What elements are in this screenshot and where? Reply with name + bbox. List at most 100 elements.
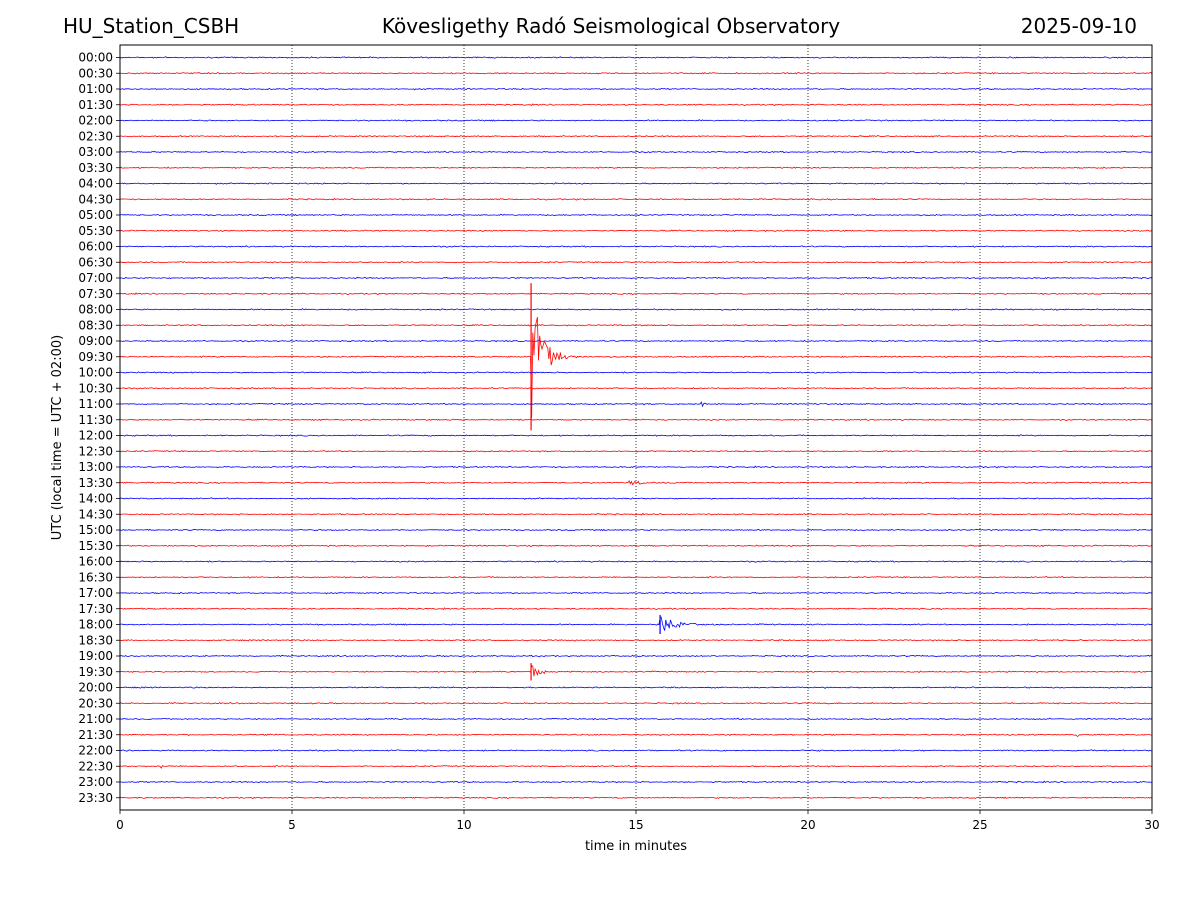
trace-1430: [119, 512, 1153, 516]
x-tick-label: 15: [628, 818, 643, 832]
trace-1830: [119, 638, 1153, 642]
trace-1030: [119, 387, 1153, 390]
trace-0430: [119, 197, 1153, 201]
trace-0400: [120, 182, 1153, 185]
y-tick-label: 02:00: [78, 114, 113, 128]
y-tick-label: 11:00: [78, 397, 113, 411]
trace-2200: [119, 749, 1153, 752]
trace-0930: [119, 316, 1153, 418]
trace-1630: [119, 576, 1153, 579]
y-tick-label: 14:30: [78, 507, 113, 521]
trace-1400: [119, 497, 1153, 500]
y-tick-label: 02:30: [78, 129, 113, 143]
y-tick-label: 18:00: [78, 618, 113, 632]
y-tick-label: 11:30: [78, 413, 113, 427]
y-tick-label: 22:30: [78, 759, 113, 773]
trace-1600: [119, 560, 1153, 563]
trace-0230: [119, 135, 1153, 138]
y-tick-label: 12:00: [78, 429, 113, 443]
trace-0900: [119, 339, 1153, 343]
y-tick-label: 23:30: [78, 791, 113, 805]
y-tick-label: 15:00: [78, 523, 113, 537]
station-name: HU_Station_CSBH: [63, 14, 240, 38]
y-tick-label: 23:00: [78, 775, 113, 789]
y-tick-label: 09:30: [78, 350, 113, 364]
y-tick-label: 10:30: [78, 381, 113, 395]
y-tick-label: 18:30: [78, 633, 113, 647]
x-tick-label: 10: [456, 818, 471, 832]
trace-0000: [119, 56, 1153, 59]
chart-title: Kövesligethy Radó Seismological Observat…: [381, 14, 841, 38]
y-tick-label: 05:30: [78, 224, 113, 238]
x-tick-label: 20: [800, 818, 815, 832]
trace-0600: [119, 245, 1153, 248]
y-tick-label: 05:00: [78, 208, 113, 222]
grid-lines: [291, 45, 981, 810]
y-tick-label: 04:00: [78, 177, 113, 191]
trace-1700: [119, 591, 1153, 595]
y-axis-label: UTC (local time = UTC + 02:00): [50, 335, 65, 540]
y-tick-label: 09:00: [78, 334, 113, 348]
trace-1200: [119, 434, 1153, 437]
y-tick-label: 16:30: [78, 570, 113, 584]
trace-0200: [119, 119, 1153, 122]
trace-1330: [119, 480, 1153, 486]
trace-0830: [119, 324, 1153, 327]
y-tick-label: 07:30: [78, 287, 113, 301]
trace-1130: [119, 418, 1153, 422]
x-tick-label: 0: [116, 818, 124, 832]
trace-1000: [119, 371, 1153, 374]
trace-0130: [119, 103, 1153, 107]
y-tick-label: 03:00: [78, 145, 113, 159]
trace-0800: [119, 308, 1153, 311]
y-tick-label: 06:30: [78, 255, 113, 269]
y-tick-label: 14:00: [78, 492, 113, 506]
seismic-traces: [119, 56, 1153, 800]
y-tick-label: 19:00: [78, 649, 113, 663]
trace-1100: [119, 401, 1153, 408]
trace-1930: [119, 664, 1153, 677]
x-tick-label: 5: [288, 818, 296, 832]
y-tick-label: 04:30: [78, 192, 113, 206]
y-tick-label: 20:00: [78, 681, 113, 695]
trace-2030: [119, 701, 1153, 705]
trace-0330: [119, 166, 1153, 169]
trace-2300: [119, 780, 1153, 784]
x-axis-ticks: 0 5 10 15 20 25 30: [116, 810, 1160, 832]
y-tick-label: 03:30: [78, 161, 113, 175]
y-tick-label: 00:30: [78, 66, 113, 80]
y-tick-label: 08:30: [78, 318, 113, 332]
y-tick-label: 12:30: [78, 444, 113, 458]
trace-2100: [119, 717, 1153, 721]
trace-2130: [119, 733, 1153, 738]
y-tick-label: 07:00: [78, 271, 113, 285]
trace-1500: [119, 528, 1153, 532]
trace-1300: [119, 465, 1153, 469]
x-tick-label: 30: [1144, 818, 1159, 832]
y-tick-label: 20:30: [78, 696, 113, 710]
trace-1530: [119, 544, 1153, 548]
y-tick-label: 15:30: [78, 539, 113, 553]
trace-0500: [119, 213, 1153, 217]
y-tick-label: 22:00: [78, 744, 113, 758]
trace-0630: [119, 260, 1153, 264]
trace-2330: [119, 796, 1153, 800]
y-tick-label: 06:00: [78, 240, 113, 254]
y-tick-label: 10:00: [78, 366, 113, 380]
trace-1900: [119, 654, 1153, 658]
trace-0300: [119, 150, 1153, 154]
trace-2000: [119, 686, 1153, 689]
trace-1730: [119, 607, 1153, 611]
y-tick-label: 00:00: [78, 51, 113, 65]
y-tick-label: 21:30: [78, 728, 113, 742]
trace-0100: [119, 87, 1153, 91]
trace-2230: [119, 764, 1153, 769]
trace-0730: [119, 292, 1153, 296]
trace-0030: [119, 71, 1153, 75]
y-tick-label: 17:30: [78, 602, 113, 616]
y-tick-label: 08:00: [78, 303, 113, 317]
y-tick-label: 13:30: [78, 476, 113, 490]
chart-date: 2025-09-10: [1020, 14, 1137, 38]
